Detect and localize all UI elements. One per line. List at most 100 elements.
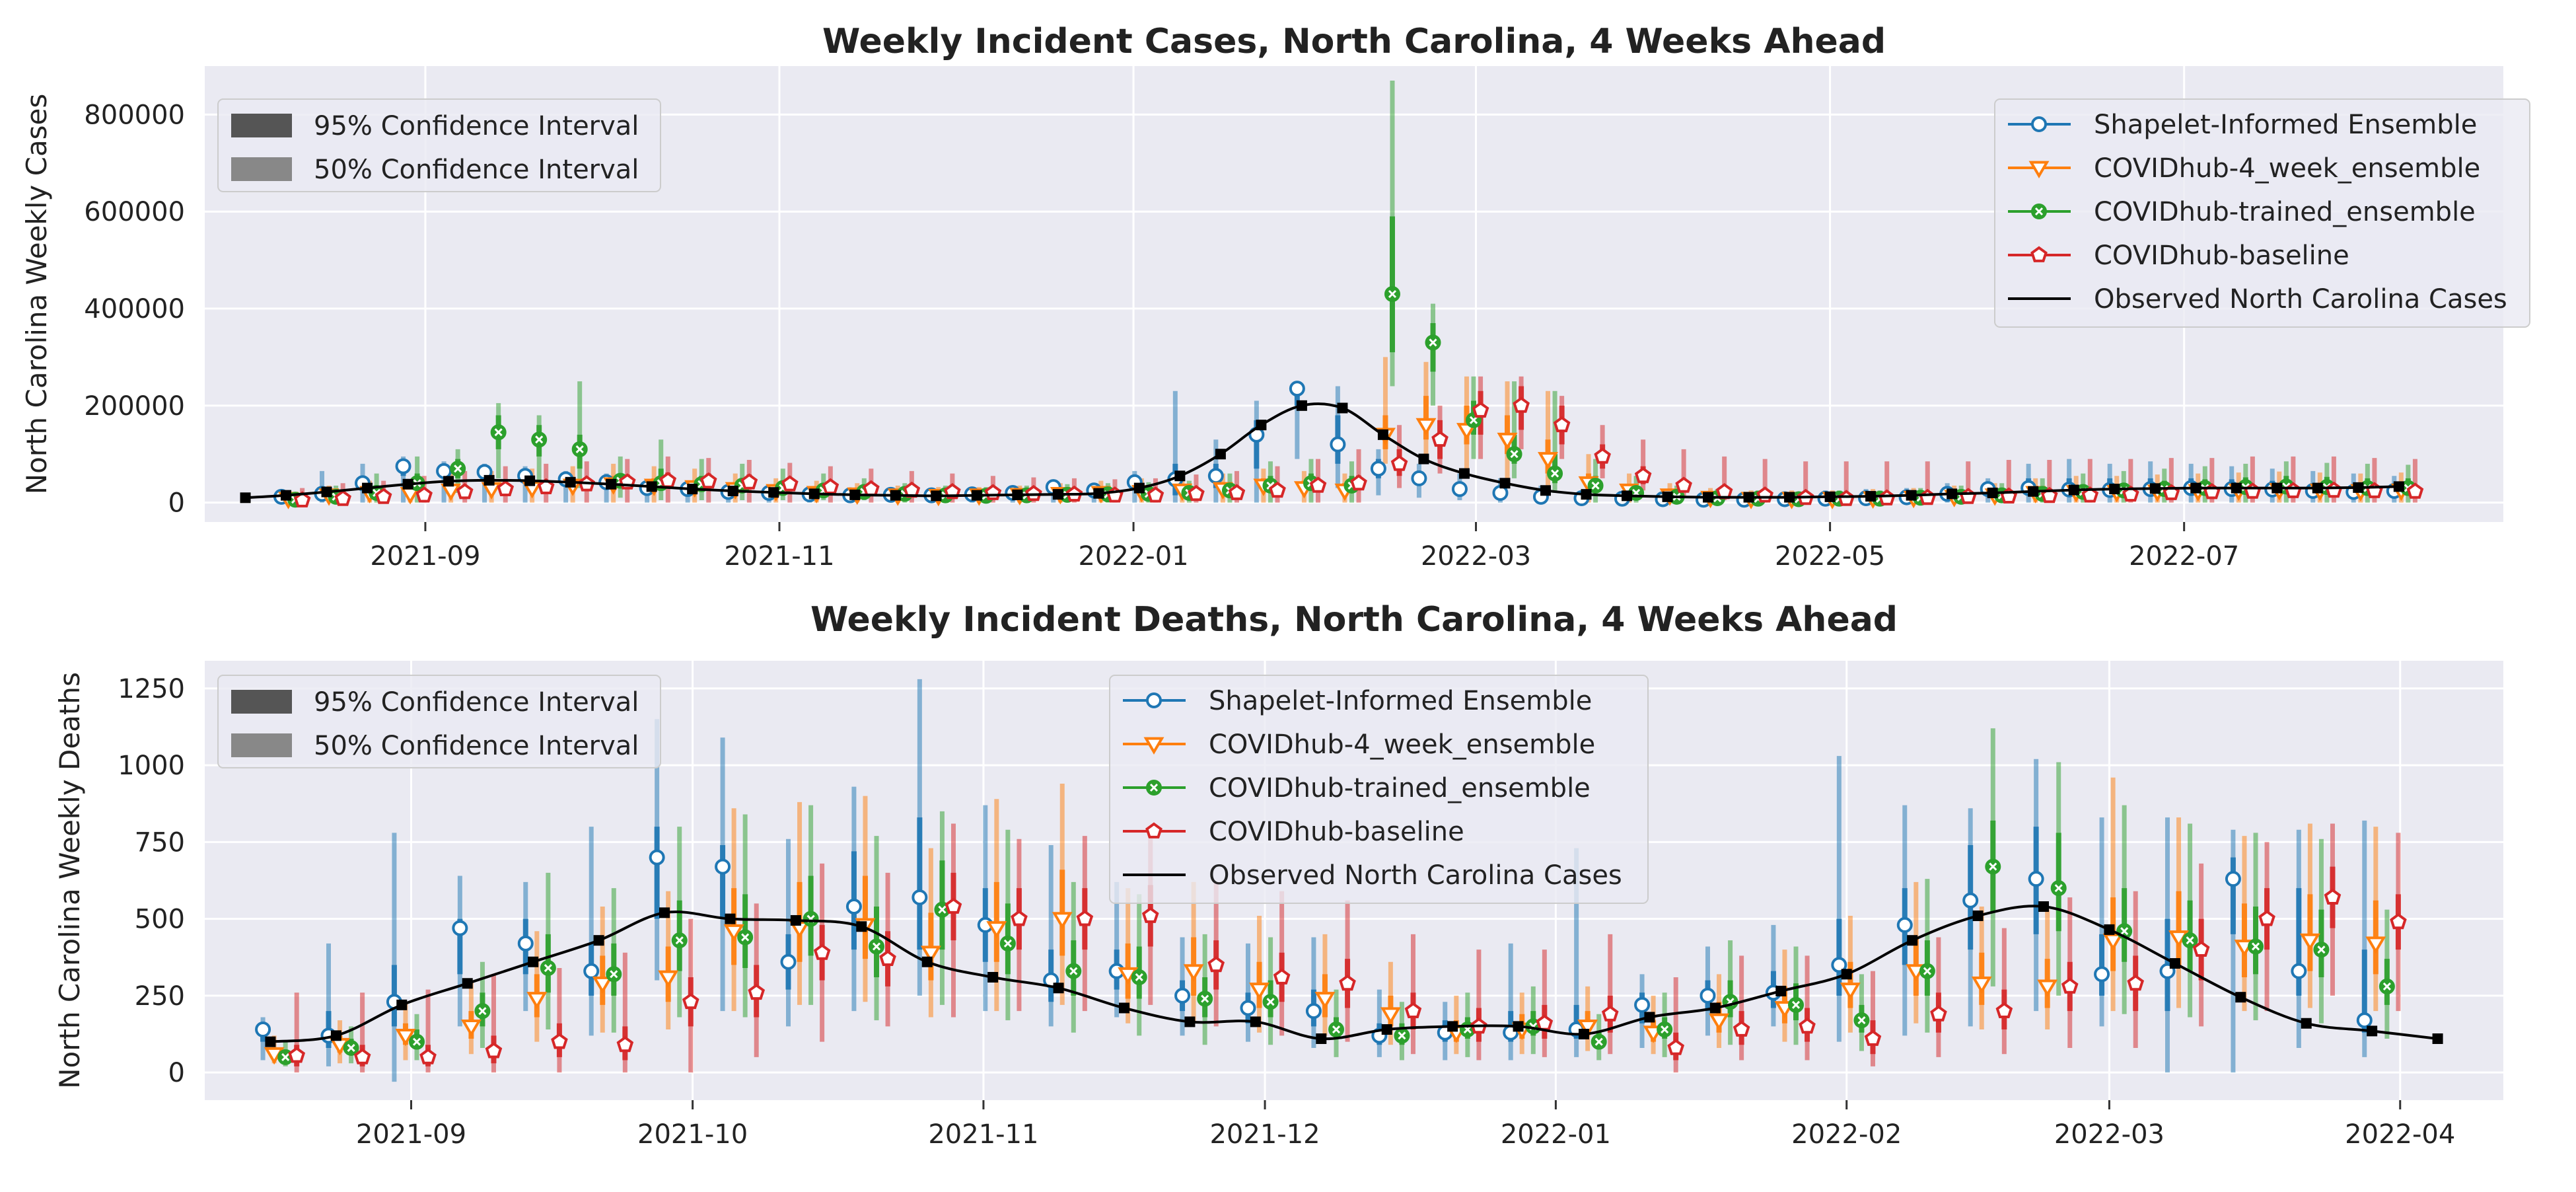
forecast-point [540,960,556,977]
observed-point [2231,482,2242,494]
ci50-label: 50% Confidence Interval [314,155,639,185]
x-tick-label: 2022-04 [2345,1119,2455,1150]
forecast-point [1289,381,1305,397]
forecast-point [497,480,515,496]
observed-point [1458,468,1470,479]
observed-point [1513,1021,1524,1032]
forecast-point [2299,933,2320,951]
observed-point [524,475,536,486]
forecast-point [986,921,1007,939]
observed-point [1865,491,1877,502]
forecast-point [781,475,799,492]
forecast-point [2203,483,2221,500]
forecast-point-cross [1003,939,1012,948]
forecast-point [869,938,885,955]
forecast-point-cross [2317,946,2326,954]
forecast-point [682,992,699,1010]
forecast-point [1394,1027,1410,1044]
legend-label: Shapelet-Informed Ensemble [2094,110,2477,140]
legend-frame [1994,98,2530,328]
y-tick-label: 750 [135,827,185,858]
legend-marker [1146,692,1162,708]
forecast-point [2094,966,2110,983]
forecast-point-cross [544,963,552,973]
forecast-point [343,1039,359,1056]
forecast-point [1147,486,1164,503]
forecast-point [419,1048,437,1064]
forecast-point [606,966,622,983]
observed-point [565,476,576,488]
chart-title: Weekly Incident Deaths, North Carolina, … [810,600,1898,640]
forecast-point [293,491,311,507]
forecast-point [1831,957,1847,973]
forecast-point [583,963,600,979]
legend-marker [2031,204,2047,219]
forecast-point [395,458,411,474]
observed-point [2367,1025,2378,1037]
forecast-point [2050,880,2067,897]
forecast-point-cross [1201,994,1209,1003]
observed-point [1133,482,1145,494]
x-tick-label: 2022-03 [1421,541,1531,572]
forecast-point [2356,1012,2373,1029]
x-tick-label: 2022-01 [1078,541,1188,572]
observed-point [2068,484,2079,496]
y-tick-label: 500 [135,905,185,935]
legend-marker [1143,737,1164,755]
forecast-point [715,858,731,875]
forecast-point [1513,396,1530,413]
forecast-point [1415,418,1437,436]
forecast-point [1350,474,1367,491]
forecast-point [1715,483,1733,500]
observed-point [2104,924,2115,935]
observed-point [1662,491,1673,502]
observed-point [1053,983,1064,994]
observed-point [1119,1002,1129,1014]
forecast-point [1183,964,1204,982]
x-tick-label: 2021-09 [370,541,480,572]
forecast-point [1380,1007,1401,1025]
ci50-label: 50% Confidence Interval [314,731,639,761]
observed-point [2028,486,2039,497]
forecast-point-cross [478,1007,487,1016]
observed-point [330,1030,341,1041]
forecast-point [1309,476,1327,493]
forecast-point [984,484,1002,500]
forecast-point [1011,910,1028,926]
observed-point [1256,420,1267,431]
forecast-point [2244,482,2262,499]
forecast-point [1305,1003,1322,1020]
forecast-point [813,944,831,960]
forecast-point [2313,942,2330,958]
forecast-point-cross [1791,1000,1801,1009]
forecast-point-cross [412,1037,421,1046]
forecast-point-cross [347,1043,355,1053]
forecast-point-cross [1989,862,1997,871]
forecast-point [1667,1039,1685,1055]
forecast-point [1601,1005,1619,1022]
observed-point [1447,1021,1458,1032]
observed-point [2432,1033,2443,1044]
forecast-point [659,472,677,488]
series-legend: Shapelet-Informed Ensemble COVIDhub-4_wee… [1109,675,1649,904]
forecast-point-cross [1266,998,1275,1006]
observed-point [1987,487,1998,498]
x-tick-label: 2021-11 [724,541,834,572]
forecast-point-cross [1069,967,1078,975]
observed-point [2038,901,2049,913]
forecast-point [1390,455,1408,471]
forecast-point [1141,907,1159,923]
forecast-point-cross [1135,973,1143,982]
forecast-point [2037,979,2058,997]
observed-point [659,907,670,918]
forecast-point [2248,938,2264,955]
y-tick-label: 1250 [118,674,185,704]
observed-point [646,481,657,492]
observed-point [462,978,473,989]
forecast-point [1384,286,1400,302]
forecast-point [255,1022,271,1038]
forecast-point-cross [1857,1016,1866,1025]
observed-point [1824,491,1836,502]
observed-point [1184,1016,1196,1027]
forecast-point [2291,963,2307,979]
